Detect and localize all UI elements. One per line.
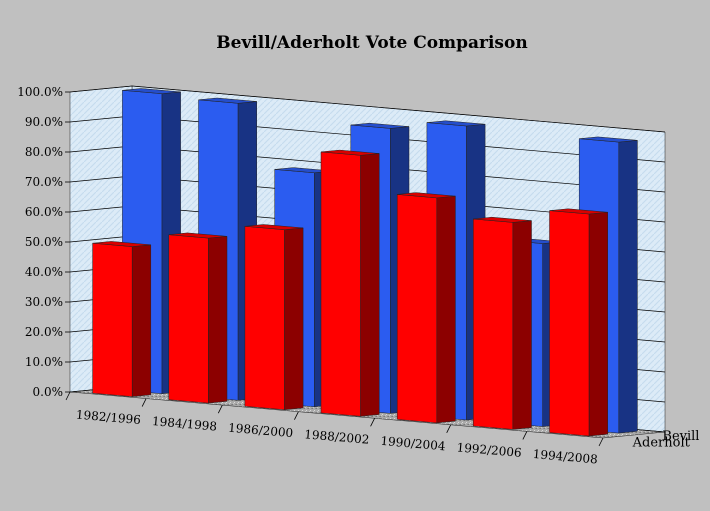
x-tick-mark [141, 398, 147, 407]
series-axis-label: Bevill [662, 429, 699, 444]
y-tick-label: 60.0% [25, 205, 63, 219]
bar-top-face [244, 224, 304, 230]
bar-top-face [198, 97, 257, 104]
bars [92, 88, 638, 437]
x-tick-mark [522, 431, 528, 440]
bar-top-face [473, 216, 532, 223]
x-axis-categories: 1982/1996 1984/1998 1986/2000 1988/2002 1990… [65, 391, 604, 467]
bar-front-face [549, 210, 590, 437]
gridline [69, 85, 666, 133]
bar-side-face [512, 220, 532, 430]
bar-top-face [426, 120, 486, 127]
bar-aderholt [168, 232, 228, 404]
bar-front-face [396, 194, 438, 424]
x-tick-mark [446, 424, 452, 434]
bar-aderholt [396, 192, 456, 424]
y-tick-label: 70.0% [25, 175, 63, 189]
bar-aderholt [473, 216, 532, 430]
bar-side-face [436, 195, 456, 424]
bar-top-face [320, 149, 380, 156]
x-tick-label: 1992/2006 [456, 440, 522, 460]
y-tick-label: 0.0% [33, 385, 64, 399]
x-tick-mark [65, 391, 71, 401]
bar-side-face [618, 140, 638, 434]
x-tick-mark [217, 404, 223, 414]
bar-side-face [284, 227, 304, 410]
bar-front-face [244, 226, 285, 410]
bar-top-face [549, 208, 608, 215]
y-tick-label: 20.0% [25, 325, 63, 339]
bar-aderholt [92, 241, 152, 397]
x-tick-label: 1982/1996 [75, 408, 141, 428]
y-tick-label: 40.0% [25, 265, 63, 279]
x-tick-label: 1994/2008 [532, 447, 598, 467]
x-tick-label: 1984/1998 [152, 414, 218, 434]
x-tick-label: 1990/2004 [380, 434, 446, 454]
x-tick-mark [598, 437, 604, 447]
bar-side-face [131, 244, 152, 397]
bar-aderholt [244, 224, 304, 410]
bar-side-face [360, 153, 380, 417]
bar-front-face [168, 234, 209, 404]
y-tick-label: 90.0% [25, 115, 63, 129]
bar-front-face [473, 218, 514, 430]
y-tick-label: 80.0% [25, 145, 63, 159]
bar-front-face [320, 151, 361, 417]
bar-top-face [122, 88, 181, 94]
y-tick-label: 100.0% [17, 85, 63, 99]
bar-front-face [92, 242, 133, 397]
bar-top-face [350, 122, 410, 129]
x-tick-label: 1988/2002 [304, 427, 370, 447]
y-tick-label: 50.0% [25, 235, 63, 249]
bar-top-face [168, 232, 228, 239]
bar-side-face [588, 211, 608, 437]
bar-top-face [92, 241, 151, 247]
chart-title: Bevill/Aderholt Vote Comparison [216, 33, 527, 53]
y-tick-label: 30.0% [25, 295, 63, 309]
x-tick-label: 1986/2000 [228, 421, 294, 441]
series-axis-label: Aderholt [632, 436, 691, 451]
y-tick-label: 10.0% [25, 355, 63, 369]
bar-top-face [397, 192, 456, 199]
x-tick-mark [370, 418, 375, 427]
bar-side-face [208, 236, 228, 404]
x-tick-mark [294, 411, 299, 420]
bar-aderholt [320, 149, 380, 417]
bar-aderholt [549, 208, 608, 437]
bar-top-face [579, 136, 638, 143]
